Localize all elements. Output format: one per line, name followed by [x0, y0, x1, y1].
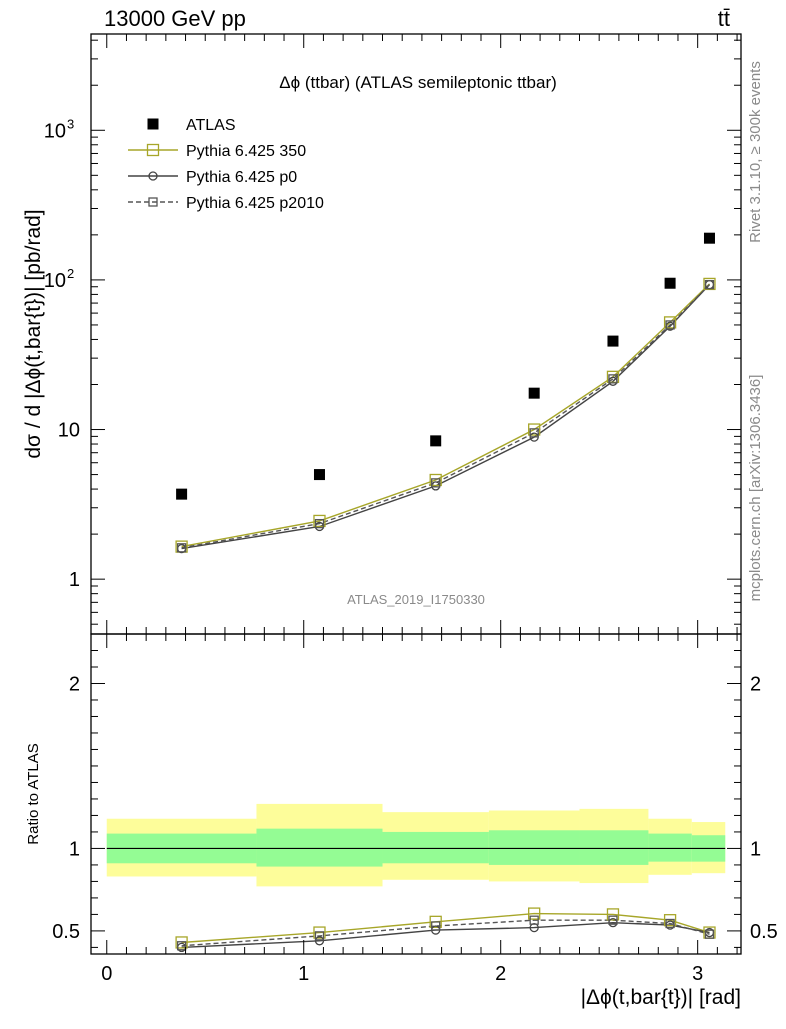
- series-point-dashed-1: [314, 518, 325, 529]
- source-label: mcplots.cern.ch [arXiv:1306.3436]: [747, 375, 764, 602]
- ratio-point-olive-4: [606, 908, 620, 921]
- series-line-dashed: [181, 284, 711, 549]
- green-band-2: [382, 831, 489, 864]
- x-tick-label-0: 0: [101, 963, 112, 985]
- green-band-3: [488, 830, 580, 865]
- legend-marker-olive: [146, 143, 160, 157]
- ratio-frame: [90, 633, 742, 955]
- y-tick-label-10: 10: [58, 420, 80, 442]
- y-tick-label-pow-exp: 3: [67, 116, 74, 131]
- ratio-point-dashed-0: [176, 941, 187, 951]
- series-point-dashed-3: [529, 428, 539, 438]
- data-point-6: [703, 232, 715, 244]
- ratio-point-dashed-4: [608, 915, 618, 925]
- data-point-1: [313, 469, 325, 481]
- green-band-1: [256, 828, 383, 867]
- green-band-5: [648, 833, 692, 862]
- ratio-point-olive-3: [528, 907, 541, 920]
- legend-marker-data: [147, 118, 159, 130]
- legend-marker-dashed: [148, 197, 158, 207]
- x-tick-label-3: 3: [692, 963, 703, 985]
- data-point-4: [607, 335, 619, 347]
- ratio-line-olive: [181, 912, 710, 944]
- legend-label-data: ATLAS: [186, 117, 236, 134]
- series-point-olive-6: [703, 277, 716, 291]
- legend-label-olive: Pythia 6.425 350: [186, 143, 306, 160]
- ratio-line-dashed: [181, 919, 710, 947]
- ratio-tick-label-left-2: 2: [69, 673, 80, 695]
- series-point-olive-1: [313, 514, 326, 528]
- ratio-point-dashed-2: [431, 921, 441, 931]
- series-point-dashed-4: [608, 374, 618, 384]
- analysis-watermark: ATLAS_2019_I1750330: [347, 592, 485, 607]
- series-line-solid: [181, 284, 711, 550]
- ratio-point-olive-2: [429, 915, 442, 928]
- green-band-4: [579, 830, 649, 865]
- ratio-point-solid-1: [314, 936, 325, 946]
- ratio-panel: 0 1 2 3 0.5 0.5 1 1 2 2: [52, 633, 778, 985]
- ratio-tick-label-right-2: 2: [750, 673, 761, 695]
- ratio-point-dashed-3: [529, 915, 539, 925]
- ratio-point-olive-0: [175, 936, 188, 949]
- data-point-2: [430, 435, 442, 447]
- y-axis-label: dσ / d |Δϕ(t,bar{t})| [pb/rad]: [22, 209, 45, 458]
- ratio-tick-label-left-1: 1: [69, 838, 80, 860]
- series-point-olive-2: [429, 473, 442, 487]
- ratio-point-dashed-5: [665, 918, 675, 929]
- ratio-tick-label-right-1: 1: [750, 838, 761, 860]
- data-point-3: [528, 387, 540, 399]
- ratio-point-olive-5: [663, 914, 677, 927]
- series-point-dashed-5: [665, 320, 675, 330]
- data-point-5: [664, 277, 676, 289]
- legend: ATLAS Pythia 6.425 350 Pythia 6.425 p0 Pyth…: [128, 117, 324, 212]
- process-label: tt̄: [718, 6, 730, 31]
- ratio-tick-label-left-0.5: 0.5: [52, 921, 80, 943]
- y-tick-label-pow-base: 10: [44, 270, 66, 292]
- ratio-axis-label: Ratio to ATLAS: [25, 743, 42, 844]
- legend-marker-solid: [148, 171, 158, 181]
- y-tick-label-1: 1: [69, 569, 80, 591]
- y-tick-label-pow-base: 10: [44, 120, 66, 142]
- legend-label-solid: Pythia 6.425 p0: [186, 169, 297, 186]
- series-point-olive-5: [663, 316, 677, 329]
- ratio-point-dashed-6: [704, 929, 715, 939]
- ratio-tick-label-right-0.5: 0.5: [750, 921, 778, 943]
- series-point-dashed-2: [431, 478, 441, 488]
- series-point-olive-3: [528, 423, 541, 436]
- energy-label: 13000 GeV pp: [104, 6, 246, 31]
- y-tick-label-pow-exp: 2: [67, 266, 74, 281]
- rivet-version-label: Rivet 3.1.10, ≥ 300k events: [747, 61, 764, 243]
- chart-title: Δϕ (ttbar) (ATLAS semileptonic ttbar): [279, 73, 557, 92]
- x-axis-label: |Δϕ(t,bar{t})| [rad]: [581, 986, 741, 1009]
- ratio-point-olive-1: [313, 926, 326, 939]
- x-tick-label-2: 2: [495, 963, 506, 985]
- series-line-olive: [181, 283, 710, 548]
- series-point-dashed-6: [704, 279, 715, 290]
- ratio-point-dashed-1: [314, 931, 325, 941]
- series-point-dashed-0: [176, 543, 187, 553]
- x-tick-label-1: 1: [298, 963, 309, 985]
- data-point-0: [176, 488, 188, 500]
- ratio-line-solid: [181, 921, 710, 949]
- legend-label-dashed: Pythia 6.425 p2010: [186, 195, 324, 212]
